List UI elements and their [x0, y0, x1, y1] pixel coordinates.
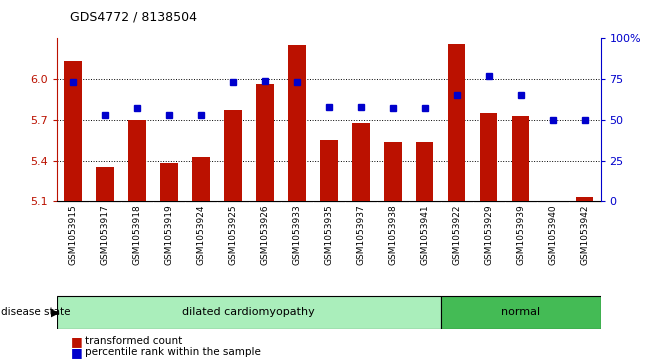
Text: GSM1053919: GSM1053919	[164, 204, 173, 265]
Bar	[256, 85, 274, 201]
Bar	[384, 142, 401, 201]
Text: GSM1053939: GSM1053939	[516, 204, 525, 265]
Bar	[160, 163, 178, 201]
Bar	[57, 296, 441, 329]
Text: GSM1053926: GSM1053926	[260, 204, 269, 265]
Text: GSM1053925: GSM1053925	[228, 204, 238, 265]
Text: GSM1053929: GSM1053929	[484, 204, 493, 265]
Text: GSM1053935: GSM1053935	[324, 204, 333, 265]
Text: GSM1053915: GSM1053915	[68, 204, 78, 265]
Text: GSM1053941: GSM1053941	[420, 204, 429, 265]
Text: disease state: disease state	[1, 307, 70, 317]
Text: ▶: ▶	[51, 307, 60, 317]
Bar	[512, 116, 529, 201]
Bar	[288, 45, 305, 201]
Bar	[416, 142, 433, 201]
Bar	[576, 197, 593, 201]
Text: ■: ■	[70, 346, 83, 359]
Bar	[480, 113, 497, 201]
Text: GSM1053924: GSM1053924	[197, 204, 205, 265]
Bar	[96, 167, 114, 201]
Text: GSM1053917: GSM1053917	[101, 204, 109, 265]
Text: GSM1053922: GSM1053922	[452, 204, 461, 265]
Text: GSM1053938: GSM1053938	[389, 204, 397, 265]
Bar	[320, 140, 338, 201]
Text: GSM1053940: GSM1053940	[548, 204, 557, 265]
Text: GSM1053933: GSM1053933	[293, 204, 301, 265]
Text: GSM1053942: GSM1053942	[580, 204, 589, 265]
Bar	[448, 44, 466, 201]
Text: normal: normal	[501, 307, 540, 317]
Bar	[64, 61, 82, 201]
Text: percentile rank within the sample: percentile rank within the sample	[85, 347, 261, 357]
Text: GDS4772 / 8138504: GDS4772 / 8138504	[70, 11, 197, 24]
Bar	[192, 156, 210, 201]
Bar	[441, 296, 601, 329]
Text: ■: ■	[70, 335, 83, 348]
Text: transformed count: transformed count	[85, 336, 183, 346]
Text: GSM1053937: GSM1053937	[356, 204, 365, 265]
Bar	[224, 110, 242, 201]
Text: GSM1053918: GSM1053918	[132, 204, 142, 265]
Text: dilated cardiomyopathy: dilated cardiomyopathy	[183, 307, 315, 317]
Bar	[352, 123, 370, 201]
Bar	[128, 120, 146, 201]
